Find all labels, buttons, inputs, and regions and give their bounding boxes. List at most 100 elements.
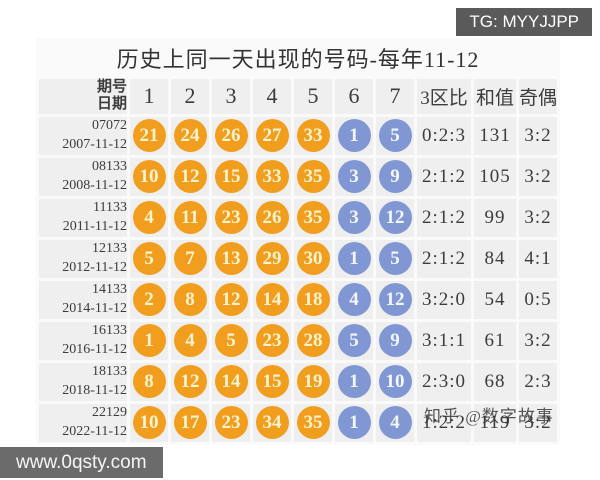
back-ball-cell: 5 (376, 116, 414, 155)
issue-date-cell: 16133 2016-11-12 (39, 321, 127, 360)
back-ball-cell: 1 (335, 116, 373, 155)
front-number-ball: 12 (173, 160, 207, 193)
sum-value: 119 (474, 403, 516, 442)
back-number-ball: 3 (337, 201, 371, 234)
front-number-ball: 8 (173, 283, 207, 316)
front-ball-cell: 1 (130, 321, 168, 360)
odd-even: 4:1 (519, 239, 557, 278)
odd-even: 3:2 (519, 403, 557, 442)
lottery-table: 期号 日期 1 2 3 4 5 6 7 3区比 和值 奇偶 07072 2 (36, 76, 560, 445)
front-number-ball: 15 (255, 365, 289, 398)
front-number-ball: 12 (173, 365, 207, 398)
front-ball-cell: 35 (294, 198, 332, 237)
draw-date: 2018-11-12 (62, 382, 127, 398)
front-number-ball: 7 (173, 242, 207, 275)
front-number-ball: 23 (214, 406, 248, 439)
front-number-ball: 28 (296, 324, 330, 357)
front-ball-cell: 23 (212, 403, 250, 442)
front-number-ball: 14 (255, 283, 289, 316)
odd-even: 0:5 (519, 280, 557, 319)
back-ball-cell: 5 (335, 321, 373, 360)
table-row: 18133 2018-11-12 8 12 14 15 19 1 10 2:3:… (39, 362, 557, 401)
front-number-ball: 18 (296, 283, 330, 316)
issue-date-cell: 12133 2012-11-12 (39, 239, 127, 278)
table-body: 07072 2007-11-12 21 24 26 27 33 1 5 0:2:… (39, 116, 557, 442)
front-ball-cell: 14 (253, 280, 291, 319)
front-number-ball: 27 (255, 119, 289, 152)
front-number-ball: 1 (132, 324, 166, 357)
issue-number: 16133 (92, 323, 127, 339)
draw-date: 2011-11-12 (62, 218, 127, 234)
back-ball-cell: 1 (335, 362, 373, 401)
front-number-ball: 13 (214, 242, 248, 275)
front-ball-cell: 12 (171, 362, 209, 401)
front-number-ball: 10 (132, 406, 166, 439)
back-number-ball: 1 (337, 119, 371, 152)
back-ball-cell: 4 (376, 403, 414, 442)
back-number-ball: 4 (378, 406, 412, 439)
front-number-ball: 35 (296, 160, 330, 193)
front-ball-cell: 17 (171, 403, 209, 442)
front-ball-cell: 33 (294, 116, 332, 155)
issue-number: 11133 (93, 200, 127, 216)
front-ball-cell: 26 (253, 198, 291, 237)
back-number-ball: 5 (378, 242, 412, 275)
issue-date-cell: 07072 2007-11-12 (39, 116, 127, 155)
front-number-ball: 5 (132, 242, 166, 275)
front-ball-cell: 23 (212, 198, 250, 237)
table-row: 22129 2022-11-12 10 17 23 34 35 1 4 1:2:… (39, 403, 557, 442)
back-ball-cell: 1 (335, 403, 373, 442)
issue-number: 07072 (92, 118, 127, 134)
front-number-ball: 12 (214, 283, 248, 316)
front-number-ball: 35 (296, 406, 330, 439)
table-row: 07072 2007-11-12 21 24 26 27 33 1 5 0:2:… (39, 116, 557, 155)
front-number-ball: 5 (214, 324, 248, 357)
front-ball-cell: 2 (130, 280, 168, 319)
front-number-ball: 11 (173, 201, 207, 234)
front-number-ball: 34 (255, 406, 289, 439)
front-number-ball: 4 (173, 324, 207, 357)
zone-ratio: 2:1:2 (417, 198, 471, 237)
site-watermark-badge: www.0qsty.com (0, 447, 163, 478)
back-number-ball: 5 (337, 324, 371, 357)
issue-date-cell: 14133 2014-11-12 (39, 280, 127, 319)
front-ball-cell: 23 (253, 321, 291, 360)
zone-ratio: 1:2:2 (417, 403, 471, 442)
odd-even: 3:2 (519, 116, 557, 155)
front-ball-cell: 34 (253, 403, 291, 442)
front-number-ball: 23 (214, 201, 248, 234)
back-ball-cell: 9 (376, 321, 414, 360)
back-ball-cell: 4 (335, 280, 373, 319)
header-col-2: 2 (171, 79, 209, 114)
issue-number: 22129 (92, 405, 127, 421)
issue-date-cell: 18133 2018-11-12 (39, 362, 127, 401)
header-col-6: 6 (335, 79, 373, 114)
header-col-4: 4 (253, 79, 291, 114)
back-number-ball: 1 (337, 406, 371, 439)
sum-value: 99 (474, 198, 516, 237)
issue-date-cell: 11133 2011-11-12 (39, 198, 127, 237)
front-ball-cell: 11 (171, 198, 209, 237)
front-ball-cell: 8 (130, 362, 168, 401)
front-ball-cell: 10 (130, 403, 168, 442)
front-ball-cell: 28 (294, 321, 332, 360)
issue-date-cell: 08133 2008-11-12 (39, 157, 127, 196)
front-ball-cell: 5 (130, 239, 168, 278)
back-ball-cell: 9 (376, 157, 414, 196)
header-col-5: 5 (294, 79, 332, 114)
table-row: 11133 2011-11-12 4 11 23 26 35 3 12 2:1:… (39, 198, 557, 237)
header-col-7: 7 (376, 79, 414, 114)
sum-value: 54 (474, 280, 516, 319)
back-number-ball: 3 (337, 160, 371, 193)
front-ball-cell: 7 (171, 239, 209, 278)
front-ball-cell: 21 (130, 116, 168, 155)
front-number-ball: 8 (132, 365, 166, 398)
front-ball-cell: 13 (212, 239, 250, 278)
front-number-ball: 26 (214, 119, 248, 152)
back-ball-cell: 1 (335, 239, 373, 278)
front-ball-cell: 5 (212, 321, 250, 360)
odd-even: 3:2 (519, 157, 557, 196)
draw-date: 2022-11-12 (62, 423, 127, 439)
front-ball-cell: 8 (171, 280, 209, 319)
